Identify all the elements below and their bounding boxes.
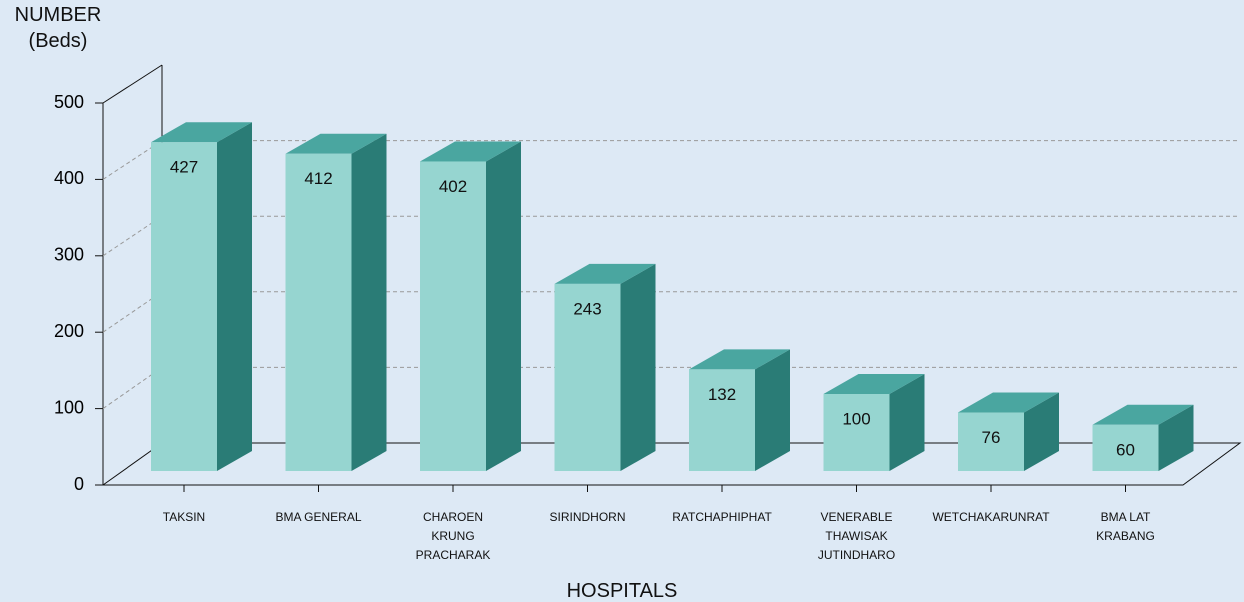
y-tick-label: 400 — [54, 168, 84, 188]
bar-side — [217, 122, 252, 472]
x-tick-label: SIRINDHORN — [549, 510, 626, 524]
value-label: 100 — [842, 409, 870, 428]
bar-top — [285, 133, 387, 154]
x-tick-label: RATCHAPHIPHAT — [672, 510, 772, 524]
bar-side — [1024, 392, 1059, 471]
value-label: 60 — [1116, 440, 1135, 459]
bar-top — [689, 349, 790, 370]
bar-side — [1158, 404, 1194, 471]
value-label: 402 — [439, 177, 467, 196]
bar-side — [351, 133, 387, 471]
bar — [554, 283, 621, 471]
y-tick-label: 300 — [54, 245, 84, 265]
bar — [420, 161, 486, 471]
bar-side — [620, 263, 656, 471]
x-tick-label: WETCHAKARUNRAT — [932, 510, 1050, 524]
y-tick-label: 500 — [54, 92, 84, 112]
y-tick-label: 0 — [74, 474, 84, 494]
value-label: 243 — [573, 299, 601, 318]
x-tick-label: TAKSIN — [162, 510, 206, 524]
bar — [689, 369, 755, 471]
x-axis-title: HOSPITALS — [566, 580, 678, 602]
x-tick-label: BMA LAT KRABANG — [1096, 510, 1155, 543]
bar-top — [151, 122, 252, 143]
left-wall — [102, 64, 163, 104]
bar-side — [486, 141, 521, 471]
bar-top — [554, 263, 656, 284]
bar-side — [755, 349, 790, 471]
bar-side — [889, 374, 925, 471]
x-tick-label: CHAROEN KRUNG PRACHARAK — [415, 510, 491, 562]
bar — [958, 412, 1024, 471]
x-tick-label: VENERABLE THAWISAK JUTINDHARO — [817, 510, 896, 562]
bar-top — [420, 141, 521, 162]
bar-top — [823, 374, 925, 394]
value-label: 132 — [708, 385, 736, 404]
y-tick-label: 100 — [54, 397, 84, 417]
bar-top — [958, 392, 1059, 413]
y-axis-title: NUMBER (Beds) — [14, 4, 102, 52]
bar — [1092, 424, 1159, 471]
y-tick-label: 200 — [54, 321, 84, 341]
bar — [285, 153, 352, 471]
floor — [102, 442, 1242, 486]
bar-top — [1092, 404, 1194, 425]
bar — [823, 394, 890, 471]
value-label: 412 — [304, 169, 332, 188]
bar — [151, 142, 217, 471]
x-tick-label: BMA GENERAL — [275, 510, 362, 524]
value-label: 427 — [170, 158, 198, 177]
value-label: 76 — [982, 428, 1001, 447]
